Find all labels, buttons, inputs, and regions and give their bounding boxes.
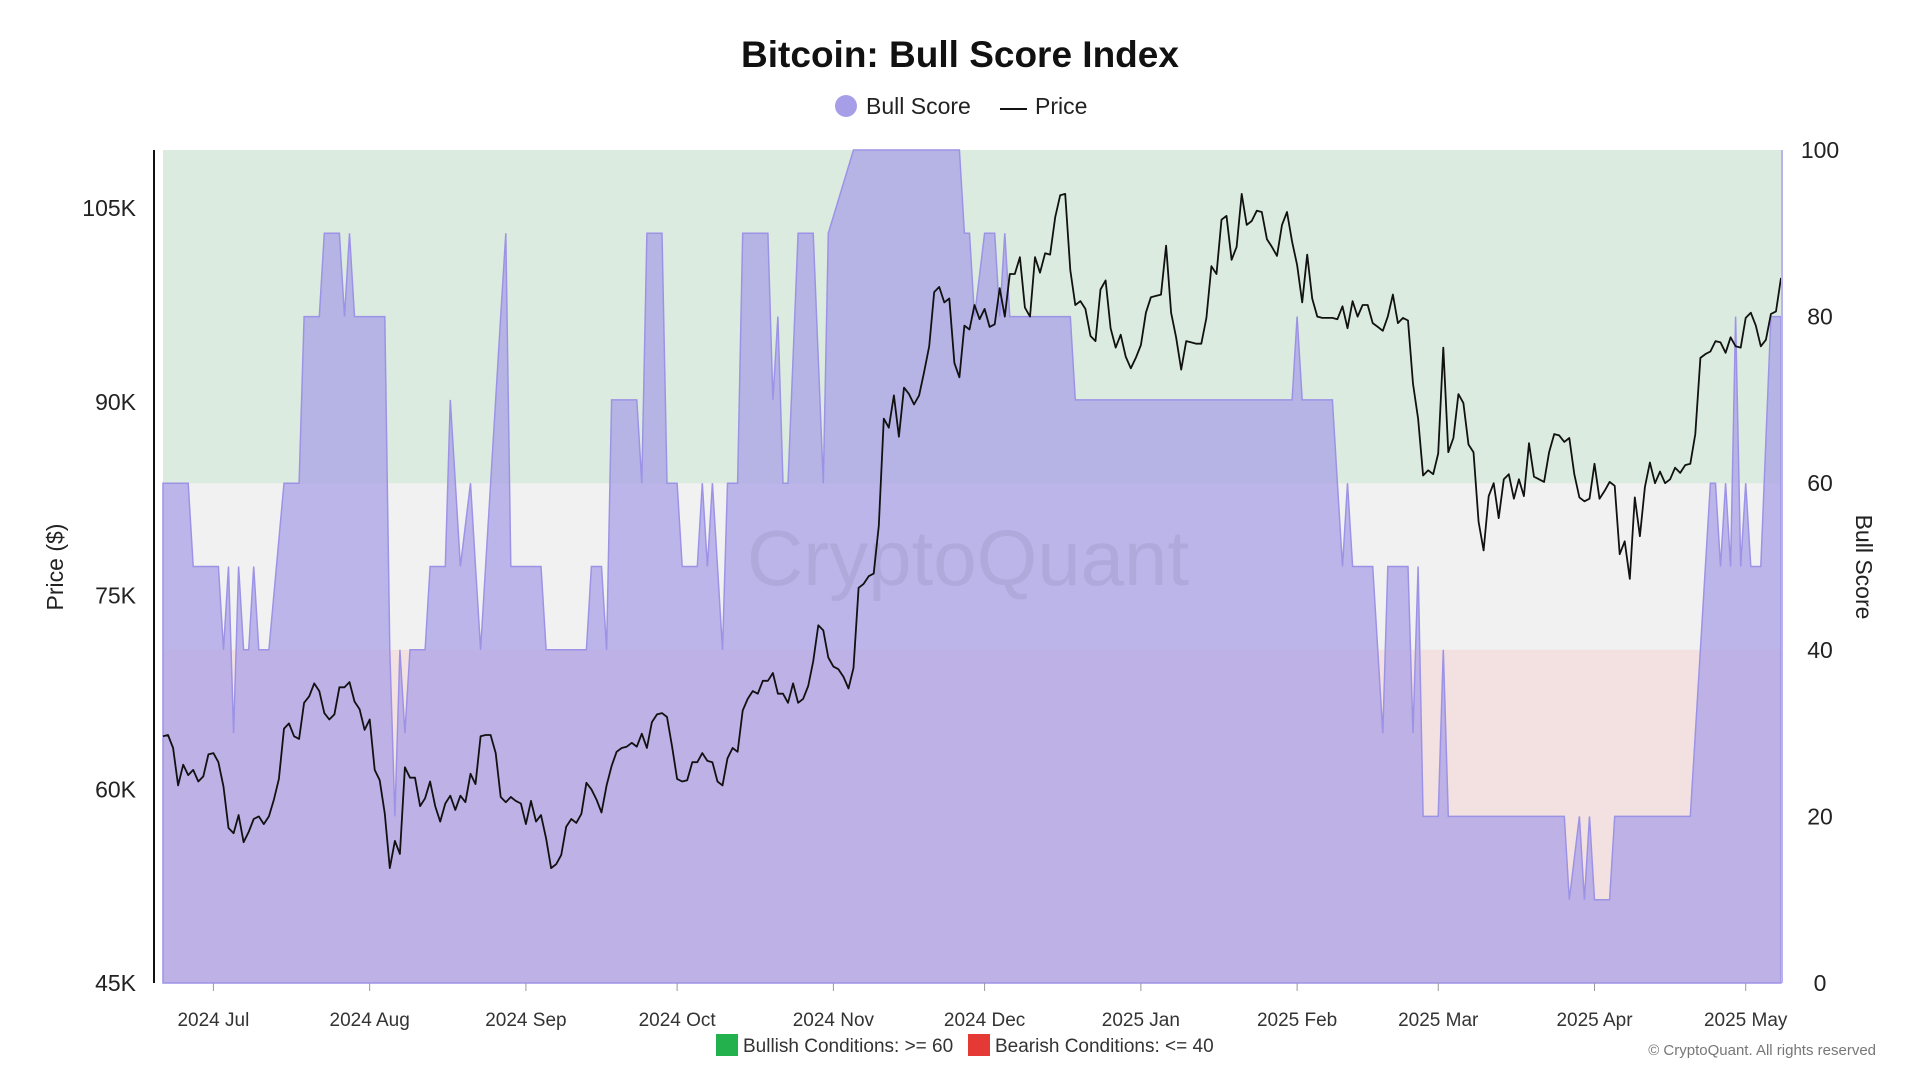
chart-title: Bitcoin: Bull Score Index <box>741 34 1179 75</box>
right-tick-label: 0 <box>1814 970 1827 996</box>
x-tick-label: 2024 Jul <box>177 1010 249 1031</box>
bullish-key-swatch <box>716 1034 738 1056</box>
right-tick-label: 80 <box>1807 304 1833 330</box>
x-tick-label: 2024 Dec <box>944 1010 1025 1031</box>
bearish-key-label: Bearish Conditions: <= 40 <box>995 1036 1214 1057</box>
right-tick-label: 100 <box>1801 137 1839 163</box>
right-axis-title: Bull Score <box>1851 515 1877 620</box>
price-line <box>162 192 1782 869</box>
x-tick-label: 2025 Mar <box>1398 1010 1479 1031</box>
left-tick-label: 105K <box>82 195 136 221</box>
left-tick-label: 45K <box>95 970 137 996</box>
x-tick-label: 2024 Sep <box>485 1010 566 1031</box>
x-axis-ticks: 2024 Jul 2024 Aug 2024 Sep 2024 Oct 2024 Nov… <box>177 983 1788 1031</box>
legend-bull-score-label: Bull Score <box>866 93 971 119</box>
copyright: © CryptoQuant. All rights reserved <box>1648 1042 1876 1059</box>
left-tick-label: 75K <box>95 583 137 609</box>
bull-score-area <box>162 149 1782 984</box>
bearish-key-swatch <box>968 1034 990 1056</box>
right-axis-ticks: 100 80 60 40 20 0 <box>1801 137 1839 996</box>
legend-bull-score-swatch <box>835 95 857 117</box>
right-tick-label: 40 <box>1807 637 1833 663</box>
left-tick-label: 60K <box>95 776 137 802</box>
right-tick-label: 20 <box>1807 803 1833 829</box>
left-axis-ticks: 105K 90K 75K 60K 45K <box>82 195 136 996</box>
bull-score-series <box>162 149 1782 984</box>
axes <box>153 150 1783 983</box>
legend-price-label: Price <box>1035 93 1087 119</box>
left-tick-label: 90K <box>95 389 137 415</box>
x-tick-label: 2025 Feb <box>1257 1010 1337 1031</box>
x-tick-label: 2025 May <box>1704 1010 1788 1031</box>
x-tick-label: 2024 Nov <box>793 1010 875 1031</box>
left-axis-title: Price ($) <box>42 524 68 611</box>
price-series <box>162 192 1782 869</box>
right-tick-label: 60 <box>1807 470 1833 496</box>
x-tick-label: 2024 Oct <box>639 1010 717 1031</box>
bullish-key-label: Bullish Conditions: >= 60 <box>743 1036 953 1057</box>
legend: Bull Score Price <box>835 93 1087 119</box>
x-tick-label: 2025 Apr <box>1556 1010 1633 1031</box>
x-tick-label: 2025 Jan <box>1102 1010 1180 1031</box>
watermark: CryptoQuant <box>747 514 1190 602</box>
x-tick-label: 2024 Aug <box>330 1010 410 1031</box>
conditions-key: Bullish Conditions: >= 60 Bearish Condit… <box>716 1034 1214 1057</box>
